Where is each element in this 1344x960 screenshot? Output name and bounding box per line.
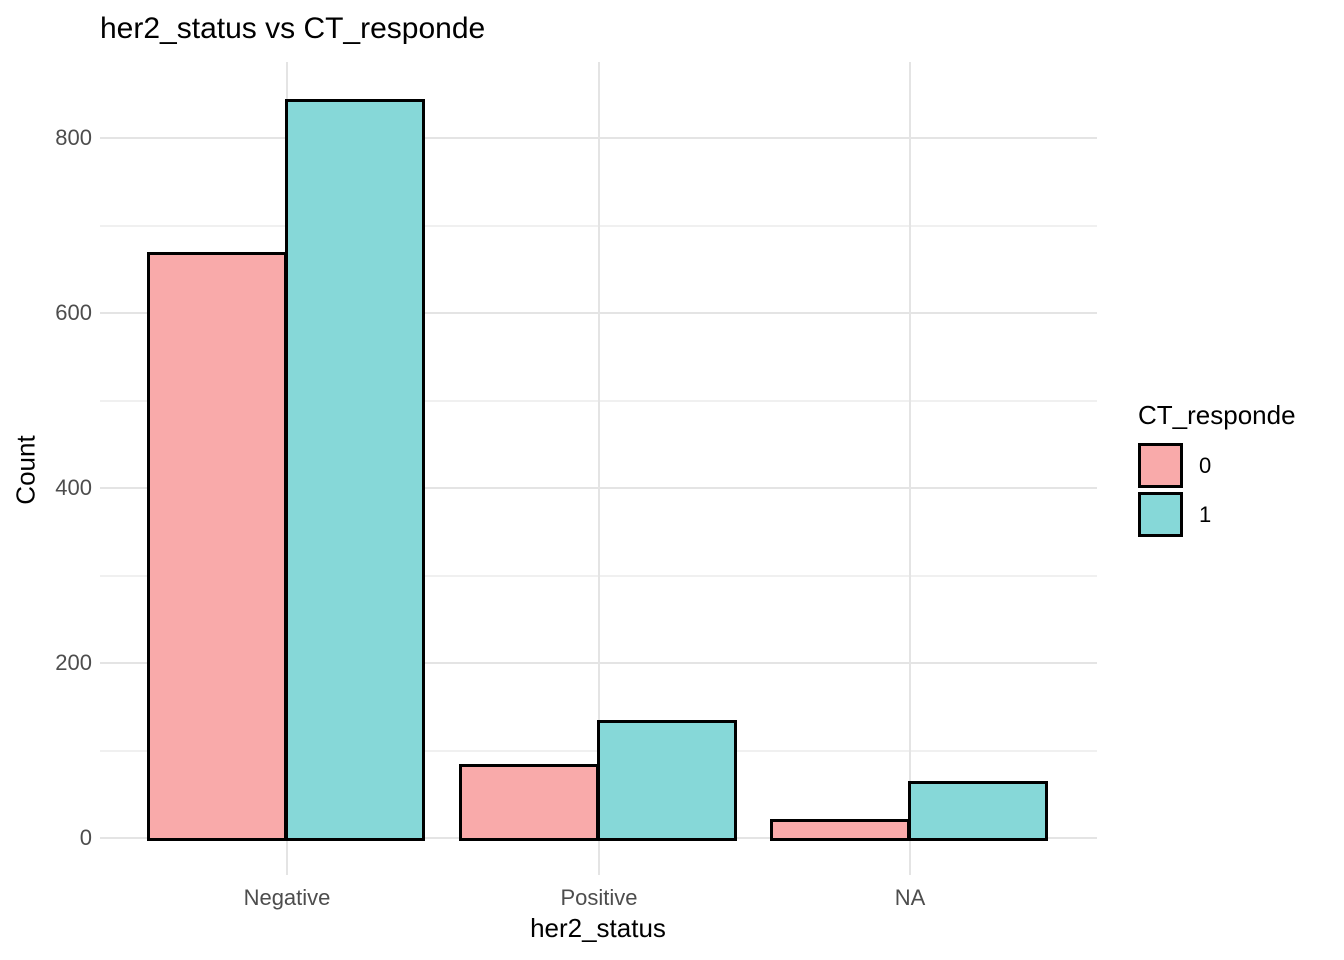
x-axis-title: her2_status [530, 913, 666, 943]
x-tick-label-NA: NA [894, 885, 926, 910]
gridline-category-Positive [598, 62, 600, 875]
y-tick-label-600: 600 [55, 300, 92, 325]
bar-negative-1 [285, 99, 425, 841]
legend-key-0: 0 [1138, 443, 1296, 488]
legend-title: CT_responde [1138, 400, 1296, 430]
bar-na-1 [908, 781, 1048, 841]
bar-na-0 [770, 819, 910, 841]
y-tick-label-200: 200 [55, 650, 92, 675]
chart-panel [100, 62, 1097, 875]
x-tick-label-Negative: Negative [243, 885, 331, 910]
legend-key-1: 1 [1138, 492, 1296, 537]
bar-positive-1 [597, 720, 737, 841]
y-tick-label-400: 400 [55, 475, 92, 500]
x-tick-label-Positive: Positive [560, 885, 638, 910]
gridline-category-NA [909, 62, 911, 875]
bar-negative-0 [147, 252, 287, 841]
y-axis-title: Count [10, 435, 41, 505]
legend-label-1: 1 [1199, 501, 1212, 527]
legend-swatch-0 [1138, 443, 1183, 488]
bar-positive-0 [459, 764, 599, 841]
legend-label-0: 0 [1199, 452, 1212, 478]
y-tick-label-800: 800 [55, 125, 92, 150]
legend-swatch-1 [1138, 492, 1183, 537]
y-tick-label-0: 0 [79, 825, 92, 850]
chart-title: her2_status vs CT_responde [100, 12, 486, 45]
